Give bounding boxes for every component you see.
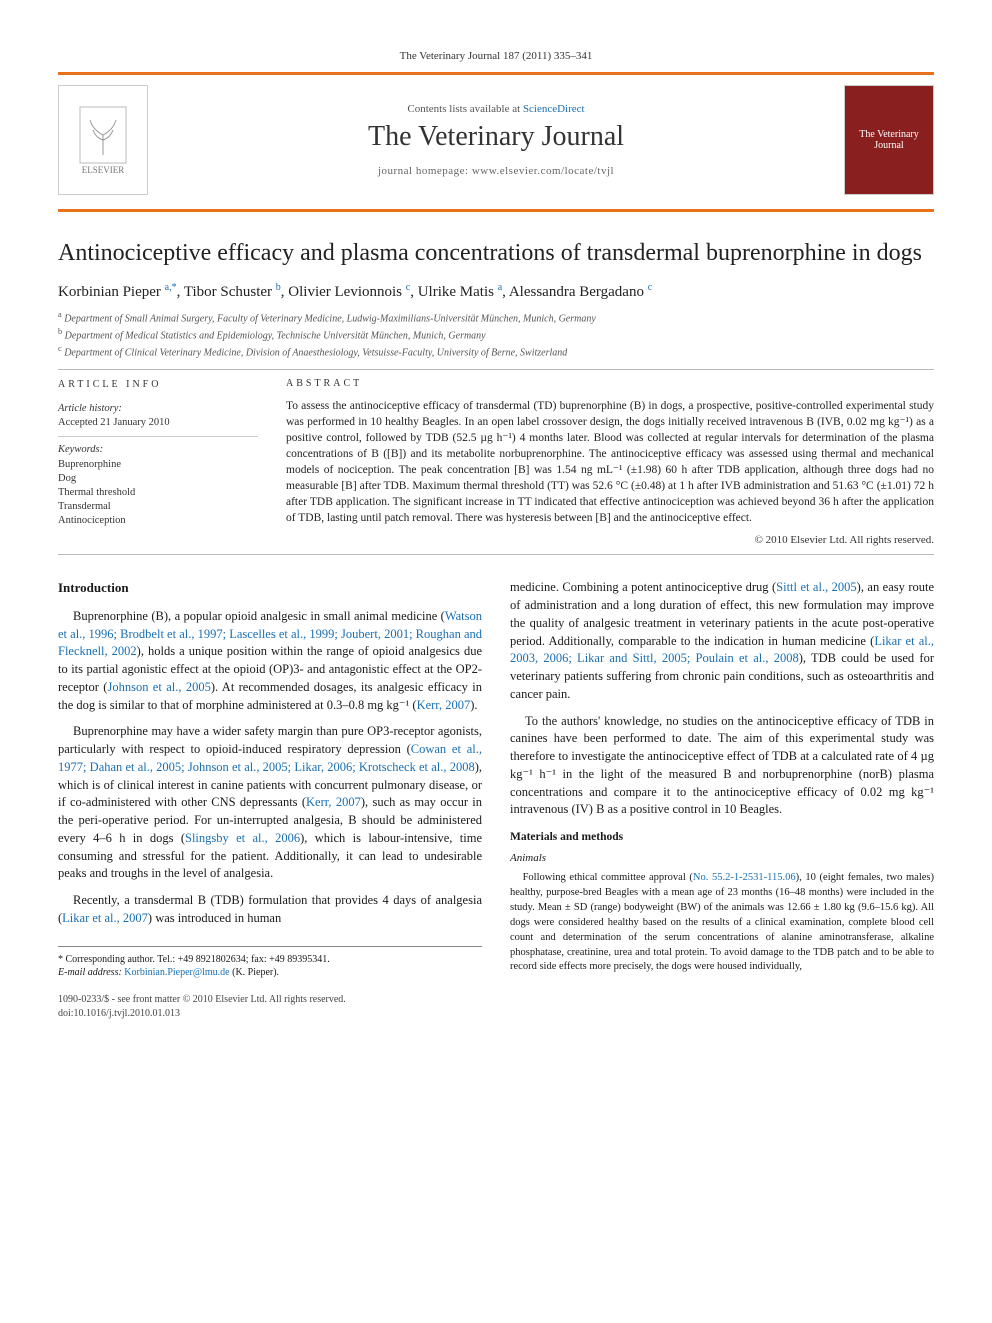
citation-link[interactable]: Kerr, 2007 bbox=[306, 795, 361, 809]
running-head: The Veterinary Journal 187 (2011) 335–34… bbox=[58, 50, 934, 62]
rule bbox=[58, 369, 934, 370]
journal-name: The Veterinary Journal bbox=[166, 121, 826, 153]
corresponding-author-footnote: * Corresponding author. Tel.: +49 892180… bbox=[58, 946, 482, 979]
citation-link[interactable]: Kerr, 2007 bbox=[417, 698, 471, 712]
accepted-date: Accepted 21 January 2010 bbox=[58, 416, 258, 430]
citation-link[interactable]: Likar et al., 2003, 2006; Likar and Sitt… bbox=[510, 634, 934, 666]
body-paragraph: Recently, a transdermal B (TDB) formulat… bbox=[58, 892, 482, 928]
elsevier-tree-icon bbox=[78, 105, 128, 165]
journal-cover-thumb: The Veterinary Journal bbox=[844, 85, 934, 195]
citation-link[interactable]: Cowan et al., 1977; Dahan et al., 2005; … bbox=[58, 742, 482, 774]
citation-link[interactable]: Watson et al., 1996; Brodbelt et al., 19… bbox=[58, 609, 482, 659]
affiliations: a Department of Small Animal Surgery, Fa… bbox=[58, 309, 934, 359]
publisher-logo: ELSEVIER bbox=[58, 85, 148, 195]
article-info-column: ARTICLE INFO Article history: Accepted 2… bbox=[58, 378, 258, 546]
journal-homepage-link[interactable]: www.elsevier.com/locate/tvjl bbox=[472, 165, 614, 177]
homepage-prefix: journal homepage: bbox=[378, 165, 472, 177]
publisher-name: ELSEVIER bbox=[82, 165, 125, 175]
corr-author-line: * Corresponding author. Tel.: +49 892180… bbox=[58, 953, 482, 966]
citation-link[interactable]: Slingsby et al., 2006 bbox=[185, 831, 300, 845]
corr-email-line: E-mail address: Korbinian.Pieper@lmu.de … bbox=[58, 966, 482, 979]
info-abstract-row: ARTICLE INFO Article history: Accepted 2… bbox=[58, 378, 934, 546]
author-list: Korbinian Pieper a,*, Tibor Schuster b, … bbox=[58, 282, 934, 301]
abstract-text: To assess the antinociceptive efficacy o… bbox=[286, 399, 934, 526]
rule bbox=[58, 554, 934, 555]
materials-heading: Materials and methods bbox=[510, 829, 934, 845]
citation-link[interactable]: Likar et al., 2007 bbox=[62, 911, 148, 925]
page-root: The Veterinary Journal 187 (2011) 335–34… bbox=[0, 0, 992, 1051]
animals-subheading: Animals bbox=[510, 851, 934, 867]
cover-alt-text: The Veterinary Journal bbox=[849, 129, 929, 151]
body-paragraph: Buprenorphine (B), a popular opioid anal… bbox=[58, 608, 482, 715]
email-label: E-mail address: bbox=[58, 967, 122, 978]
front-matter-line: 1090-0233/$ - see front matter © 2010 El… bbox=[58, 993, 346, 1007]
body-paragraph: Following ethical committee approval (No… bbox=[510, 871, 934, 975]
citation-link[interactable]: Sittl et al., 2005 bbox=[776, 580, 857, 594]
homepage-line: journal homepage: www.elsevier.com/locat… bbox=[166, 165, 826, 177]
citation-link[interactable]: No. 55.2-1-2531-115.06 bbox=[693, 872, 796, 883]
abstract-head: ABSTRACT bbox=[286, 378, 934, 389]
corr-email-link[interactable]: Korbinian.Pieper@lmu.de bbox=[124, 967, 229, 978]
body-paragraph: medicine. Combining a potent antinocicep… bbox=[510, 579, 934, 703]
abstract-copyright: © 2010 Elsevier Ltd. All rights reserved… bbox=[286, 534, 934, 546]
footer-left: 1090-0233/$ - see front matter © 2010 El… bbox=[58, 993, 346, 1021]
body-paragraph: To the authors' knowledge, no studies on… bbox=[510, 713, 934, 820]
masthead-center: Contents lists available at ScienceDirec… bbox=[166, 103, 826, 177]
citation-link[interactable]: Johnson et al., 2005 bbox=[107, 680, 210, 694]
page-footer: 1090-0233/$ - see front matter © 2010 El… bbox=[58, 993, 482, 1021]
email-tail: (K. Pieper). bbox=[232, 967, 279, 978]
body-two-column: Introduction Buprenorphine (B), a popula… bbox=[58, 579, 934, 1021]
accent-rule-bottom bbox=[58, 209, 934, 212]
introduction-heading: Introduction bbox=[58, 579, 482, 597]
article-info-head: ARTICLE INFO bbox=[58, 378, 258, 392]
doi-line: doi:10.1016/j.tvjl.2010.01.013 bbox=[58, 1007, 346, 1021]
article-title: Antinociceptive efficacy and plasma conc… bbox=[58, 238, 934, 268]
contents-line: Contents lists available at ScienceDirec… bbox=[166, 103, 826, 115]
keywords-list: BuprenorphineDogThermal thresholdTransde… bbox=[58, 458, 258, 529]
contents-prefix: Contents lists available at bbox=[407, 103, 522, 115]
masthead: ELSEVIER Contents lists available at Sci… bbox=[58, 75, 934, 201]
history-label: Article history: bbox=[58, 402, 258, 416]
body-paragraph: Buprenorphine may have a wider safety ma… bbox=[58, 723, 482, 883]
keywords-label: Keywords: bbox=[58, 443, 258, 457]
sciencedirect-link[interactable]: ScienceDirect bbox=[523, 103, 585, 115]
abstract-column: ABSTRACT To assess the antinociceptive e… bbox=[286, 378, 934, 546]
